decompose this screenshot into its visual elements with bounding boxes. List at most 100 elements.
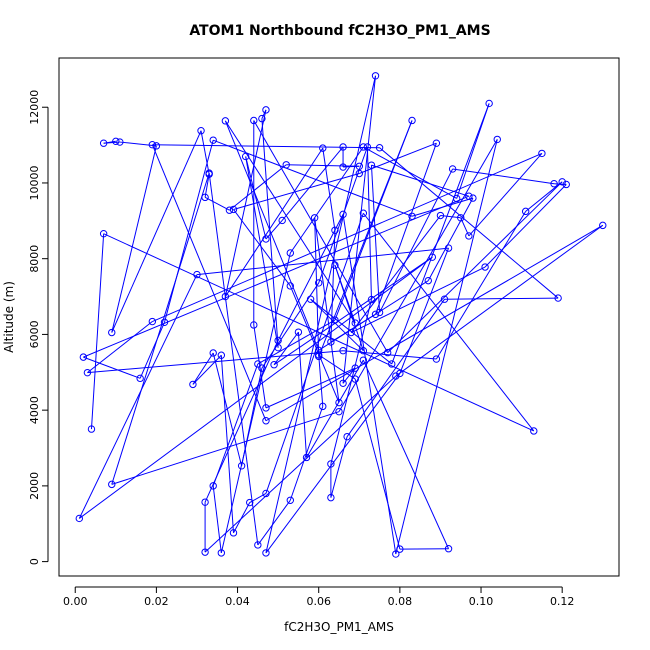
series-segment bbox=[375, 143, 437, 315]
data-point bbox=[530, 427, 538, 435]
data-point bbox=[148, 141, 157, 149]
series-segment bbox=[379, 147, 559, 299]
data-point bbox=[392, 372, 400, 380]
data-point bbox=[294, 328, 303, 336]
data-point bbox=[221, 117, 230, 125]
data-point bbox=[375, 308, 384, 317]
data-point bbox=[339, 210, 347, 219]
data-point bbox=[465, 192, 473, 200]
data-point bbox=[116, 138, 124, 146]
series-segment bbox=[318, 280, 429, 351]
x-axis-label: fC2H3O_PM1_AMS bbox=[284, 620, 394, 634]
series-segment bbox=[204, 375, 397, 553]
series-segment bbox=[289, 406, 324, 501]
data-point bbox=[359, 347, 368, 355]
data-point bbox=[331, 316, 339, 324]
data-point bbox=[250, 321, 258, 329]
data-point bbox=[599, 221, 607, 230]
series-segment bbox=[224, 147, 324, 297]
data-point bbox=[197, 127, 205, 135]
data-point bbox=[363, 143, 372, 151]
data-point bbox=[148, 317, 157, 326]
series-segment bbox=[468, 153, 543, 237]
series-segment bbox=[139, 322, 165, 379]
x-tick-label: 0.00 bbox=[63, 595, 88, 608]
data-point bbox=[254, 360, 262, 368]
data-point bbox=[351, 375, 359, 383]
data-point bbox=[108, 480, 116, 489]
series-segment bbox=[253, 120, 389, 353]
data-point bbox=[136, 374, 144, 383]
data-point bbox=[457, 214, 465, 222]
series-segment bbox=[261, 118, 279, 348]
data-point bbox=[383, 348, 392, 357]
data-point bbox=[310, 214, 319, 222]
data-point bbox=[367, 161, 376, 169]
data-point bbox=[550, 180, 558, 188]
series-segment bbox=[395, 224, 604, 377]
series-segment bbox=[152, 144, 380, 149]
data-point bbox=[205, 169, 213, 177]
data-point bbox=[388, 360, 396, 368]
data-point bbox=[108, 328, 116, 337]
series-segment bbox=[273, 256, 433, 366]
data-point bbox=[262, 417, 270, 425]
data-point bbox=[225, 206, 234, 214]
plot-frame bbox=[58, 57, 620, 577]
data-point bbox=[481, 263, 489, 271]
series-segment bbox=[233, 209, 291, 287]
series-segment bbox=[229, 164, 287, 211]
data-point bbox=[193, 270, 201, 279]
series-segment bbox=[224, 120, 356, 324]
x-tick-label: 0.06 bbox=[306, 595, 331, 608]
series-segment bbox=[78, 256, 433, 519]
data-point bbox=[286, 249, 295, 257]
series-segment bbox=[310, 298, 393, 365]
data-point bbox=[444, 244, 453, 252]
y-axis: 0 2000 4000 6000 8000 10000 12000 bbox=[28, 90, 49, 565]
series-segment bbox=[379, 168, 454, 313]
data-point bbox=[331, 226, 339, 234]
data-point bbox=[315, 346, 323, 355]
data-point bbox=[327, 493, 335, 502]
y-tick-label: 10000 bbox=[28, 165, 41, 200]
data-point bbox=[254, 541, 262, 549]
data-point bbox=[99, 139, 108, 147]
series-segment bbox=[103, 141, 120, 144]
chart-title: ATOM1 Northbound fC2H3O_PM1_AMS bbox=[189, 23, 490, 39]
series-segment bbox=[338, 139, 498, 412]
data-point bbox=[278, 216, 286, 225]
data-point bbox=[359, 356, 368, 364]
data-point bbox=[217, 549, 226, 557]
y-axis-label: Altitude (m) bbox=[2, 281, 16, 353]
data-point bbox=[339, 143, 347, 151]
data-point bbox=[469, 194, 477, 202]
series-segment bbox=[213, 139, 413, 217]
data-point bbox=[408, 212, 416, 220]
data-point bbox=[359, 209, 368, 217]
y-tick-label: 2000 bbox=[28, 472, 41, 500]
series-segment bbox=[395, 139, 498, 555]
data-point bbox=[262, 549, 270, 557]
series-segment bbox=[354, 378, 401, 550]
series-segment bbox=[111, 145, 157, 333]
y-tick-label: 6000 bbox=[28, 320, 41, 348]
data-point bbox=[319, 402, 327, 411]
series-segment bbox=[204, 196, 230, 211]
series-segment bbox=[164, 140, 214, 323]
series-segment bbox=[212, 363, 259, 487]
series-segment bbox=[204, 174, 210, 198]
data-point bbox=[339, 163, 347, 171]
data-point bbox=[286, 282, 295, 290]
data-point bbox=[371, 72, 380, 80]
series-segment bbox=[281, 146, 344, 221]
series-segment bbox=[265, 373, 401, 554]
data-point bbox=[83, 368, 92, 377]
series-segment bbox=[370, 165, 381, 313]
series-segment bbox=[87, 321, 153, 374]
data-point bbox=[302, 453, 311, 462]
data-point bbox=[355, 162, 363, 170]
data-point bbox=[408, 116, 416, 125]
data-point bbox=[558, 178, 566, 186]
data-point bbox=[87, 425, 96, 433]
